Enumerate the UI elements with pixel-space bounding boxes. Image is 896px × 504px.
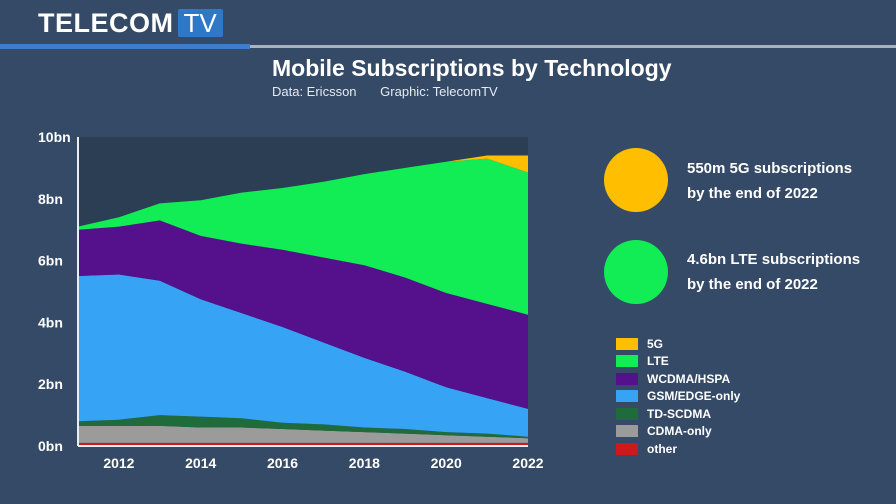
area-cdma-only <box>78 425 528 443</box>
x-tick-label: 2016 <box>267 455 298 471</box>
area-gsm-edge-only <box>78 274 528 437</box>
legend-label: GSM/EDGE-only <box>647 389 741 404</box>
legend-swatch <box>616 442 638 455</box>
header-rule-accent <box>0 44 250 49</box>
5g-callout-line2: by the end of 2022 <box>687 185 818 202</box>
y-tick-label: 2bn <box>38 376 63 392</box>
logo-wordmark: TELECOM <box>38 8 174 38</box>
header-rule <box>250 45 896 48</box>
y-tick-label: 4bn <box>38 314 63 330</box>
legend-label: CDMA-only <box>647 424 712 439</box>
chart-title: Mobile Subscriptions by Technology <box>272 55 672 81</box>
logo-tv-box: TV <box>177 9 223 37</box>
area-lte <box>78 158 528 315</box>
legend-item-lte: LTE <box>616 353 740 371</box>
x-tick-label: 2014 <box>185 455 216 471</box>
5g-callout-line1: 550m 5G subscriptions <box>687 160 853 177</box>
lte-callout-line2: by the end of 2022 <box>687 276 818 293</box>
lte-callout-text: 4.6bn LTE subscriptions by the end of 20… <box>687 247 887 297</box>
legend-label: other <box>647 441 677 456</box>
legend-swatch <box>616 372 638 385</box>
5g-callout-circle <box>604 148 668 212</box>
legend-item-wcdma-hspa: WCDMA/HSPA <box>616 370 740 388</box>
5g-callout-text: 550m 5G subscriptions by the end of 2022 <box>687 156 887 206</box>
legend-item-gsm-edge-only: GSM/EDGE-only <box>616 388 740 406</box>
legend-swatch <box>616 425 638 438</box>
data-source: Data: Ericsson <box>272 84 357 99</box>
x-tick-label: 2012 <box>103 455 134 471</box>
y-tick-label: 8bn <box>38 191 63 207</box>
legend-item-cdma-only: CDMA-only <box>616 423 740 441</box>
x-tick-label: 2022 <box>512 455 543 471</box>
x-tick-label: 2018 <box>349 455 380 471</box>
legend-label: WCDMA/HSPA <box>647 371 731 386</box>
y-tick-label: 0bn <box>38 438 63 454</box>
legend-swatch <box>616 390 638 403</box>
x-tick-label: 2020 <box>431 455 462 471</box>
lte-callout-line1: 4.6bn LTE subscriptions <box>687 251 861 268</box>
area-td-scdma <box>78 415 528 439</box>
legend-item-other: other <box>616 440 740 458</box>
graphic-credit: Graphic: TelecomTV <box>380 84 498 99</box>
chart-subtitle: Data: Ericsson Graphic: TelecomTV <box>272 84 498 99</box>
legend-label: LTE <box>647 354 669 369</box>
legend-item-5g: 5G <box>616 335 740 353</box>
legend-swatch <box>616 407 638 420</box>
legend-item-td-scdma: TD-SCDMA <box>616 405 740 423</box>
area-wcdma-hspa <box>78 220 528 409</box>
legend-swatch <box>616 355 638 368</box>
telecomtv-logo: TELECOM TV <box>38 9 223 37</box>
lte-callout-circle <box>604 240 668 304</box>
legend-swatch <box>616 337 638 350</box>
legend-label: 5G <box>647 336 664 351</box>
chart-legend: 5G LTE WCDMA/HSPA GSM/EDGE-only TD-SCDMA CDMA… <box>616 335 740 458</box>
y-tick-label: 6bn <box>38 253 63 269</box>
y-tick-label: 10bn <box>38 129 71 145</box>
legend-label: TD-SCDMA <box>647 406 711 421</box>
